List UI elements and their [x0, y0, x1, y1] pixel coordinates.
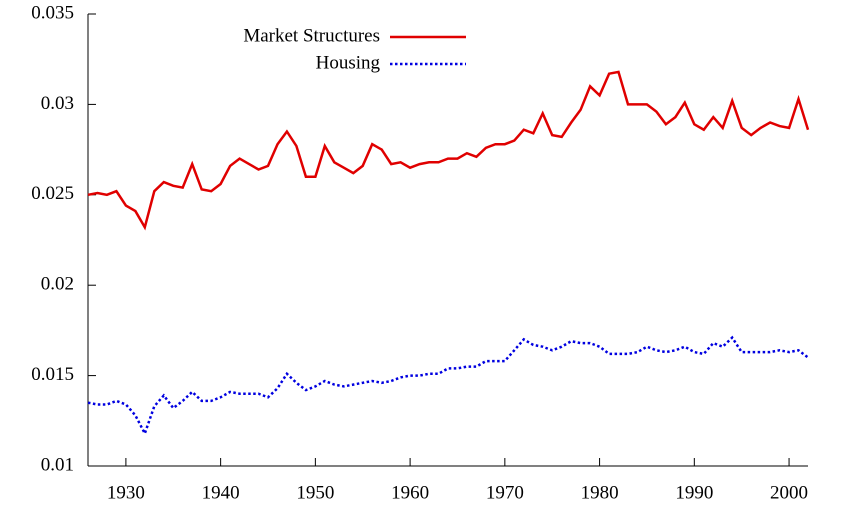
x-tick-label: 1990	[675, 482, 713, 503]
y-tick-label: 0.035	[31, 2, 74, 23]
y-tick-label: 0.02	[41, 274, 74, 295]
y-tick-label: 0.01	[41, 454, 74, 475]
x-tick-label: 1940	[202, 482, 240, 503]
y-tick-label: 0.03	[41, 93, 74, 114]
series-line	[87, 335, 809, 437]
x-tick-label: 1930	[107, 482, 145, 503]
y-tick-label: 0.015	[31, 364, 74, 385]
y-tick-label: 0.025	[31, 183, 74, 204]
x-tick-label: 1970	[486, 482, 524, 503]
x-tick-label: 2000	[770, 482, 808, 503]
series-line	[87, 70, 810, 231]
x-tick-label: 1980	[581, 482, 619, 503]
x-tick-label: 1960	[391, 482, 429, 503]
legend-label: Housing	[316, 52, 381, 73]
legend-label: Market Structures	[243, 25, 380, 46]
x-tick-label: 1950	[296, 482, 334, 503]
